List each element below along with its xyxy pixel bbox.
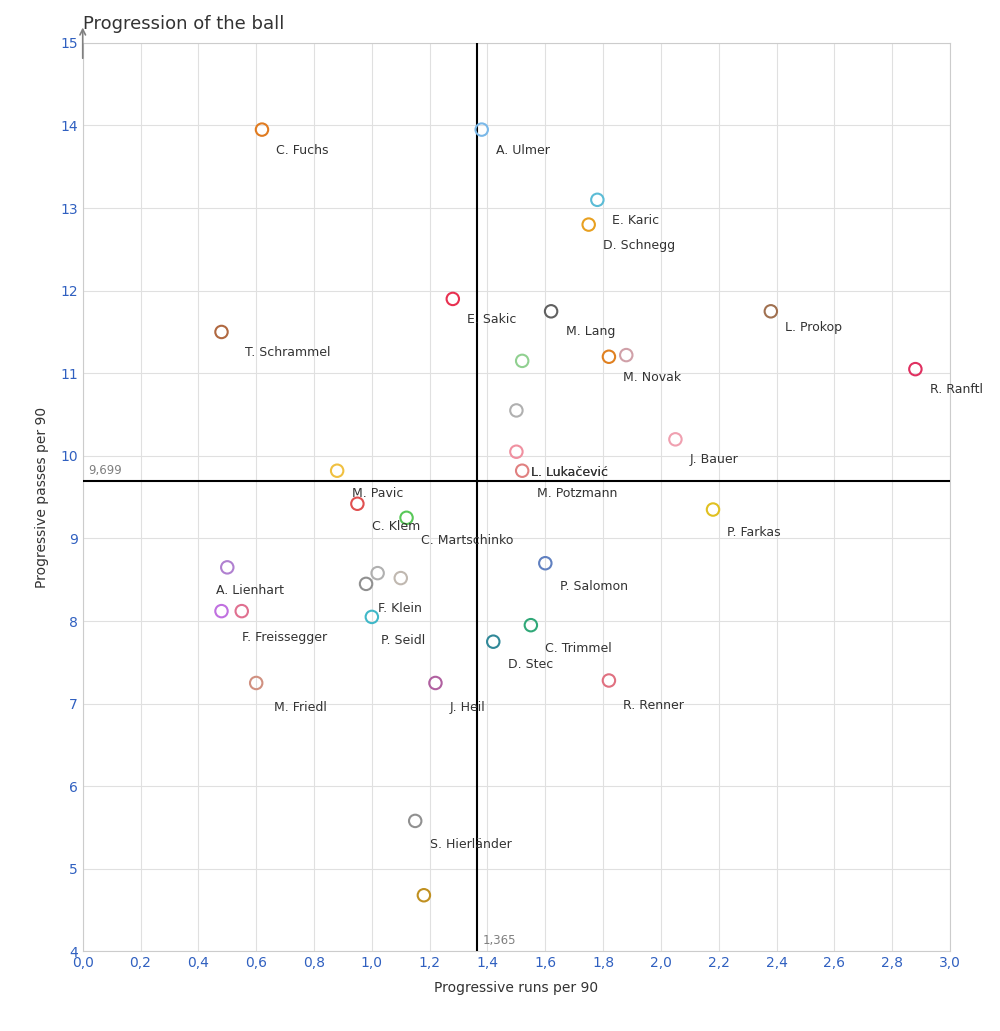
Text: 1,365: 1,365: [483, 934, 517, 947]
Point: [416, 887, 432, 903]
Point: [667, 431, 683, 447]
Point: [514, 353, 530, 369]
Point: [907, 361, 923, 377]
Text: A. Lienhart: A. Lienhart: [216, 584, 284, 597]
Point: [214, 324, 230, 340]
Point: [581, 217, 597, 233]
X-axis label: Progressive runs per 90: Progressive runs per 90: [434, 982, 598, 995]
Text: M. Pavic: M. Pavic: [352, 488, 403, 500]
Point: [543, 303, 559, 320]
Point: [589, 192, 605, 208]
Point: [349, 496, 365, 512]
Point: [358, 575, 374, 592]
Point: [485, 633, 501, 650]
Text: R. Ranftl: R. Ranftl: [930, 384, 983, 396]
Text: E. Karic: E. Karic: [612, 214, 659, 227]
Point: [601, 348, 617, 365]
Text: M. Novak: M. Novak: [623, 371, 682, 384]
Text: C. Klem: C. Klem: [372, 521, 420, 533]
Text: P. Seidl: P. Seidl: [381, 633, 425, 646]
Point: [474, 122, 490, 138]
Text: F. Klein: F. Klein: [378, 602, 422, 616]
Text: P. Salomon: P. Salomon: [560, 579, 628, 593]
Point: [393, 570, 409, 587]
Text: L. Prokop: L. Prokop: [785, 322, 842, 334]
Point: [601, 672, 617, 689]
Point: [445, 291, 461, 307]
Text: T. Schrammel: T. Schrammel: [245, 346, 330, 359]
Point: [370, 565, 386, 581]
Text: L. Lukacevic: L. Lukacevic: [531, 466, 608, 478]
Point: [407, 812, 423, 829]
Text: M. Potzmann: M. Potzmann: [537, 488, 617, 500]
Text: D. Stec: D. Stec: [508, 659, 553, 671]
Point: [364, 608, 380, 625]
Point: [399, 509, 415, 526]
Point: [248, 674, 264, 691]
Text: L. Lukačević: L. Lukačević: [531, 466, 608, 478]
Text: Progression of the ball: Progression of the ball: [83, 15, 284, 33]
Text: R. Renner: R. Renner: [623, 699, 684, 711]
Point: [523, 617, 539, 633]
Point: [508, 402, 524, 419]
Point: [508, 443, 524, 460]
Text: P. Farkas: P. Farkas: [727, 526, 781, 539]
Text: 9,699: 9,699: [89, 464, 122, 476]
Text: D. Schnegg: D. Schnegg: [603, 239, 675, 252]
Text: C. Trimmel: C. Trimmel: [545, 641, 612, 655]
Text: C. Fuchs: C. Fuchs: [276, 143, 329, 157]
Text: S. Hierländer: S. Hierländer: [430, 837, 511, 851]
Point: [537, 555, 553, 571]
Point: [705, 501, 721, 518]
Point: [618, 346, 634, 363]
Point: [329, 463, 345, 479]
Point: [214, 603, 230, 620]
Text: F. Freissegger: F. Freissegger: [242, 631, 327, 644]
Point: [514, 463, 530, 479]
Text: E. Sakic: E. Sakic: [467, 313, 517, 326]
Point: [254, 122, 270, 138]
Text: C. Martschinko: C. Martschinko: [421, 534, 513, 547]
Text: J. Heil: J. Heil: [450, 701, 486, 714]
Y-axis label: Progressive passes per 90: Progressive passes per 90: [35, 406, 49, 588]
Text: A. Ulmer: A. Ulmer: [496, 143, 550, 157]
Point: [234, 603, 250, 620]
Point: [763, 303, 779, 320]
Point: [219, 559, 235, 575]
Text: M. Friedl: M. Friedl: [274, 701, 326, 714]
Point: [427, 674, 443, 691]
Text: M. Lang: M. Lang: [566, 326, 615, 338]
Text: J. Bauer: J. Bauer: [690, 454, 739, 466]
